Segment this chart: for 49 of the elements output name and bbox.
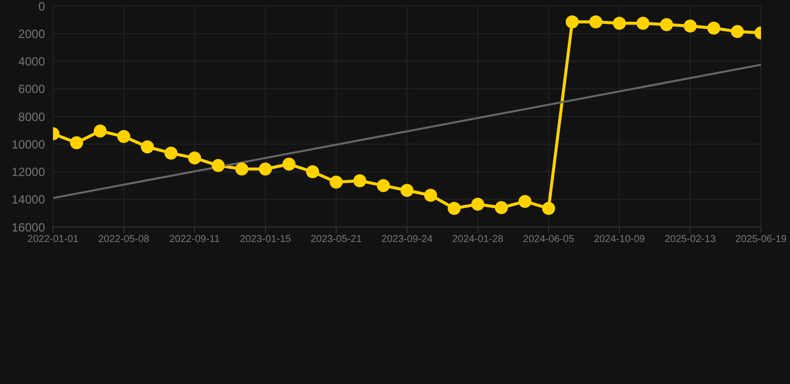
point	[306, 165, 320, 178]
x-tick-label: 2023-01-15	[240, 234, 292, 246]
y-tick-label: 12000	[12, 165, 46, 180]
y-tick-label: 0	[38, 0, 46, 14]
point	[612, 16, 626, 30]
y-tick-label: 10000	[12, 137, 46, 152]
x-tick-label: 2024-10-09	[594, 234, 646, 246]
x-tick-label: 2022-09-11	[169, 234, 220, 246]
point	[94, 124, 107, 138]
point	[188, 151, 202, 164]
y-tick-label: 16000	[12, 220, 46, 234]
point	[70, 136, 84, 150]
point	[258, 162, 272, 176]
point	[707, 22, 720, 35]
point	[212, 159, 225, 172]
x-tick-label: 2025-06-19	[735, 234, 788, 246]
point	[566, 15, 579, 28]
y-tick-label: 4000	[18, 54, 46, 69]
x-tick-label: 2025-02-13	[664, 234, 716, 246]
y-tick-label: 6000	[18, 82, 46, 96]
x-tick-label: 2022-05-08	[98, 234, 150, 246]
point	[684, 20, 697, 33]
x-tick-label: 2024-01-28	[452, 234, 504, 246]
point	[330, 176, 343, 189]
point	[400, 184, 414, 197]
point	[494, 201, 508, 214]
point	[376, 179, 390, 192]
point	[424, 188, 438, 202]
point	[117, 130, 130, 144]
y-tick-label: 14000	[12, 192, 46, 207]
point	[353, 174, 366, 188]
x-tick-label: 2023-05-21	[310, 234, 362, 246]
point	[235, 162, 248, 176]
point	[282, 158, 296, 171]
y-tick-label: 2000	[18, 26, 46, 41]
point	[730, 25, 744, 38]
point	[448, 202, 461, 215]
y-tick-label: 8000	[18, 110, 46, 124]
point	[471, 198, 484, 211]
x-tick-label: 2024-06-05	[523, 234, 575, 246]
point	[518, 194, 532, 208]
point	[164, 146, 178, 160]
point	[542, 202, 556, 215]
point	[140, 140, 154, 154]
x-tick-label: 2022-01-01	[27, 234, 80, 246]
point	[660, 18, 674, 32]
point	[589, 15, 602, 28]
x-tick-label: 2023-09-24	[381, 234, 434, 246]
point	[636, 16, 650, 30]
